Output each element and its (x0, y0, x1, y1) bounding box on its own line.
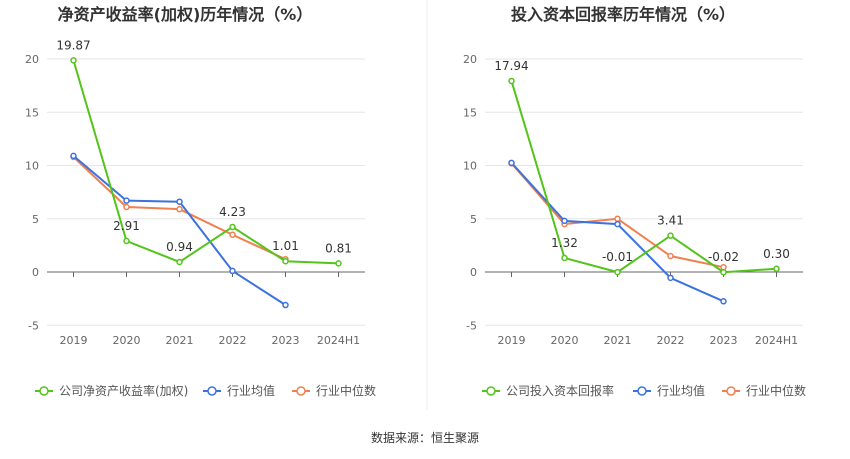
x-tick-label: 2022 (219, 334, 247, 347)
series-line-1 (72, 155, 287, 306)
legend-label: 行业均值 (227, 383, 275, 398)
y-tick-label: 20 (463, 53, 477, 66)
legend-marker-icon (296, 386, 306, 396)
data-point[interactable] (561, 254, 568, 262)
legend-label: 行业中位数 (746, 383, 806, 398)
x-tick-label: 2024H1 (755, 334, 798, 347)
chart-2: 投入资本回报率历年情况（%） -5 0 5 10 15 20 2019 2020 2021 2022… (463, 5, 806, 398)
data-label: -0.01 (602, 250, 633, 264)
y-tick-label: 0 (470, 266, 477, 279)
y-tick-label: 10 (463, 160, 477, 173)
series-line-0 (72, 60, 339, 265)
data-label: 1.32 (551, 236, 578, 250)
x-tick-label: 2022 (657, 334, 685, 347)
data-label: 4.23 (219, 205, 246, 219)
data-point[interactable] (508, 159, 515, 167)
y-tick-label: 0 (32, 266, 39, 279)
x-tick-label: 2019 (60, 334, 88, 347)
data-label: 19.87 (56, 38, 90, 52)
x-tick-label: 2023 (710, 334, 738, 347)
data-point[interactable] (720, 263, 727, 271)
legend-marker-icon (726, 386, 736, 396)
data-point[interactable] (667, 232, 674, 239)
legend-item-1[interactable]: 行业均值 (203, 383, 275, 398)
x-tick-label: 2021 (166, 334, 194, 347)
y-tick-label: 10 (25, 160, 39, 173)
y-tick-label: 15 (463, 106, 477, 119)
data-label: 17.94 (494, 59, 528, 73)
data-point[interactable] (123, 237, 130, 245)
y-tick-label: -5 (466, 319, 477, 332)
series-line-0 (510, 80, 777, 274)
data-point[interactable] (335, 260, 342, 267)
data-point[interactable] (561, 217, 568, 225)
x-tick-label: 2020 (113, 334, 141, 347)
data-point[interactable] (70, 152, 77, 160)
y-tick-label: 5 (32, 213, 39, 226)
y-tick-label: 15 (25, 106, 39, 119)
data-point[interactable] (773, 265, 780, 273)
data-point[interactable] (720, 298, 727, 305)
data-label: 3.41 (657, 214, 684, 228)
series-line-1 (510, 162, 724, 303)
data-point[interactable] (282, 301, 289, 309)
data-point[interactable] (720, 268, 727, 276)
chart-title: 净资产收益率(加权)历年情况（%） (58, 5, 313, 24)
legend-item-1[interactable]: 行业均值 (633, 383, 705, 398)
legend-item-2[interactable]: 行业中位数 (722, 383, 806, 398)
x-tick-label: 2021 (604, 334, 632, 347)
data-point[interactable] (282, 257, 289, 265)
legend-item-0[interactable]: 公司投入资本回报率 (482, 383, 614, 398)
data-point[interactable] (176, 205, 183, 213)
legend-label: 公司投入资本回报率 (506, 383, 614, 398)
legend-marker-icon (486, 386, 496, 396)
data-point[interactable] (229, 223, 236, 231)
y-tick-label: 5 (470, 213, 477, 226)
chart-title: 投入资本回报率历年情况（%） (511, 5, 735, 24)
data-point[interactable] (667, 274, 674, 282)
y-tick-label: -5 (28, 319, 39, 332)
data-point[interactable] (614, 215, 621, 222)
x-tick-label: 2020 (551, 334, 579, 347)
data-point[interactable] (123, 203, 130, 211)
x-tick-label: 2019 (498, 334, 526, 347)
x-tick-label: 2023 (272, 334, 300, 347)
data-label: 0.30 (763, 247, 790, 261)
legend-marker-icon (207, 386, 217, 396)
legend-marker-icon (637, 386, 647, 396)
data-point[interactable] (229, 267, 236, 275)
data-label: -0.02 (708, 250, 739, 264)
data-label: 0.94 (166, 240, 193, 254)
legend-label: 公司净资产收益率(加权) (59, 383, 188, 398)
data-point[interactable] (176, 198, 183, 205)
source-text: 数据来源：恒生聚源 (371, 430, 479, 445)
x-tick-label: 2024H1 (317, 334, 360, 347)
data-point[interactable] (614, 220, 621, 228)
legend-marker-icon (39, 386, 49, 396)
data-point[interactable] (667, 252, 674, 260)
legend-label: 行业均值 (657, 383, 705, 398)
data-point[interactable] (508, 77, 515, 85)
data-point[interactable] (123, 197, 130, 204)
data-point[interactable] (176, 258, 183, 266)
data-point[interactable] (614, 268, 621, 276)
data-label: 2.91 (113, 219, 140, 233)
data-label: 0.81 (325, 241, 352, 255)
data-label: 1.01 (272, 239, 299, 253)
chart-1: 净资产收益率(加权)历年情况（%） -5 0 5 10 15 20 2019 2020 2021 2… (25, 5, 376, 398)
legend-item-2[interactable]: 行业中位数 (292, 383, 376, 398)
legend-item-0[interactable]: 公司净资产收益率(加权) (35, 383, 188, 398)
data-point[interactable] (229, 231, 236, 238)
legend-label: 行业中位数 (316, 383, 376, 398)
data-point[interactable] (70, 57, 77, 64)
y-tick-label: 20 (25, 53, 39, 66)
